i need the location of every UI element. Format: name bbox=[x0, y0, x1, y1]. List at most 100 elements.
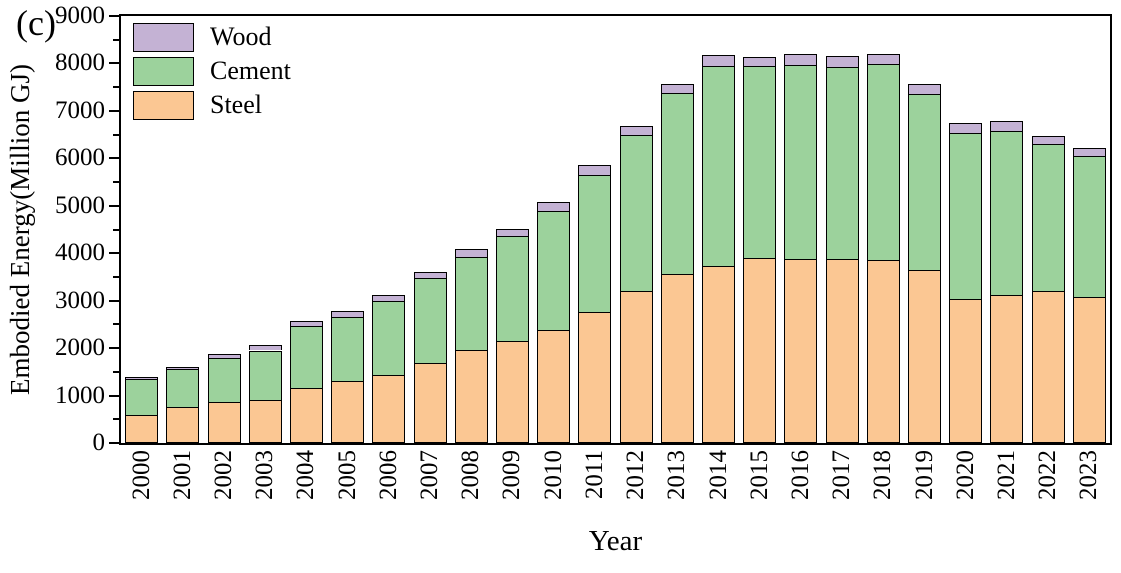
y-axis-major-tick bbox=[109, 62, 119, 65]
x-tick-label: 2020 bbox=[952, 450, 980, 520]
y-axis-minor-tick bbox=[113, 228, 119, 231]
legend-label: Cement bbox=[210, 56, 291, 85]
y-axis-minor-tick bbox=[113, 418, 119, 421]
bar-2023-steel bbox=[1072, 297, 1106, 443]
x-tick-label: 2010 bbox=[540, 450, 568, 520]
bar-2001-cement bbox=[166, 369, 200, 407]
bar-2015-steel bbox=[743, 257, 777, 443]
bar-2016-wood bbox=[784, 53, 818, 66]
x-tick-label: 2012 bbox=[622, 450, 650, 520]
x-tick-label: 2008 bbox=[457, 450, 485, 520]
x-tick-label: 2003 bbox=[251, 450, 279, 520]
bar-2006-wood bbox=[372, 295, 406, 302]
x-tick-label-text: 2013 bbox=[663, 450, 691, 500]
x-tick-label-text: 2018 bbox=[869, 450, 897, 500]
x-tick-label-text: 2019 bbox=[910, 450, 938, 500]
legend-label: Steel bbox=[210, 90, 262, 119]
bar-2005-cement bbox=[331, 316, 365, 382]
x-tick-label-text: 2015 bbox=[745, 450, 773, 500]
bar-2000-wood bbox=[125, 377, 159, 380]
x-tick-label: 2019 bbox=[911, 450, 939, 520]
y-axis-minor-tick bbox=[113, 86, 119, 89]
x-tick-label: 2016 bbox=[787, 450, 815, 520]
x-tick-label: 2006 bbox=[375, 450, 403, 520]
y-tick-label: 8000 bbox=[55, 49, 105, 77]
x-tick-label: 2022 bbox=[1034, 450, 1062, 520]
y-axis-minor-tick bbox=[113, 323, 119, 326]
bar-2004-steel bbox=[289, 388, 323, 443]
y-axis-minor-tick bbox=[113, 133, 119, 136]
x-tick-label-text: 2022 bbox=[1034, 450, 1062, 500]
bar-2018-cement bbox=[866, 64, 900, 260]
bar-2017-steel bbox=[825, 258, 859, 443]
bar-2003-wood bbox=[248, 344, 282, 351]
bar-2009-cement bbox=[495, 236, 529, 341]
x-tick-label: 2013 bbox=[663, 450, 691, 520]
bar-2019-steel bbox=[908, 269, 942, 443]
x-tick-label-text: 2016 bbox=[786, 450, 814, 500]
bar-2008-steel bbox=[454, 350, 488, 443]
bar-2022-cement bbox=[1031, 143, 1065, 291]
y-tick-label: 0 bbox=[92, 429, 106, 456]
y-tick-label: 9000 bbox=[55, 2, 105, 29]
y-axis-minor-tick bbox=[113, 275, 119, 278]
x-tick-label-text: 2012 bbox=[622, 450, 650, 500]
x-tick-label-text: 2005 bbox=[333, 450, 361, 500]
bar-2021-steel bbox=[990, 295, 1024, 443]
legend-item-wood: Wood bbox=[133, 22, 291, 52]
bar-2023-wood bbox=[1072, 148, 1106, 156]
bar-2022-wood bbox=[1031, 135, 1065, 144]
y-axis-minor-tick bbox=[113, 181, 119, 184]
x-tick-label: 2004 bbox=[292, 450, 320, 520]
bar-2015-wood bbox=[743, 56, 777, 67]
bar-2001-wood bbox=[166, 366, 200, 370]
bar-2020-cement bbox=[949, 133, 983, 299]
bar-2003-steel bbox=[248, 399, 282, 443]
legend-swatch-steel bbox=[133, 90, 194, 120]
x-tick-label: 2001 bbox=[169, 450, 197, 520]
bar-2023-cement bbox=[1072, 155, 1106, 298]
bar-2008-wood bbox=[454, 249, 488, 258]
x-tick-label: 2018 bbox=[869, 450, 897, 520]
bar-2015-cement bbox=[743, 66, 777, 258]
x-tick-label-text: 2010 bbox=[539, 450, 567, 500]
bar-2013-wood bbox=[660, 84, 694, 94]
legend-item-cement: Cement bbox=[133, 56, 291, 86]
x-tick-label: 2021 bbox=[993, 450, 1021, 520]
y-axis-major-tick bbox=[109, 299, 119, 302]
x-tick-label-text: 2017 bbox=[828, 450, 856, 500]
plot-area: Wood Cement Steel 0 1000 2000 3000 4000 5000 600… bbox=[55, 2, 1112, 500]
y-axis-major-tick bbox=[109, 157, 119, 160]
bar-2009-steel bbox=[495, 340, 529, 443]
x-tick-label-text: 2007 bbox=[416, 450, 444, 500]
x-tick-label-text: 2000 bbox=[127, 450, 155, 500]
x-tick-label-text: 2004 bbox=[292, 450, 320, 500]
bar-2011-wood bbox=[578, 165, 612, 175]
x-tick-label: 2005 bbox=[334, 450, 362, 520]
y-axis-major-tick bbox=[109, 394, 119, 397]
legend: Wood Cement Steel bbox=[133, 22, 291, 124]
x-tick-label-text: 2014 bbox=[704, 450, 732, 500]
bar-2014-cement bbox=[702, 65, 736, 267]
legend-label: Wood bbox=[210, 22, 272, 51]
bar-2020-steel bbox=[949, 298, 983, 443]
bar-2005-steel bbox=[331, 381, 365, 443]
y-axis-minor-tick bbox=[113, 38, 119, 41]
y-axis-major-tick bbox=[109, 204, 119, 207]
bar-2006-steel bbox=[372, 374, 406, 443]
x-tick-label: 2009 bbox=[498, 450, 526, 520]
y-tick-label: 7000 bbox=[55, 96, 105, 124]
legend-item-steel: Steel bbox=[133, 90, 291, 120]
x-tick-label: 2007 bbox=[416, 450, 444, 520]
bar-2002-steel bbox=[207, 401, 241, 443]
bar-2004-wood bbox=[289, 321, 323, 327]
x-tick-label: 2015 bbox=[746, 450, 774, 520]
bar-2016-steel bbox=[784, 258, 818, 443]
legend-swatch-wood bbox=[133, 22, 194, 52]
y-axis-major-tick bbox=[109, 347, 119, 350]
x-tick-label: 2011 bbox=[581, 450, 609, 520]
x-tick-label-text: 2011 bbox=[580, 450, 608, 500]
bar-2021-cement bbox=[990, 131, 1024, 296]
legend-swatch-cement bbox=[133, 56, 194, 86]
bar-2004-cement bbox=[289, 326, 323, 389]
